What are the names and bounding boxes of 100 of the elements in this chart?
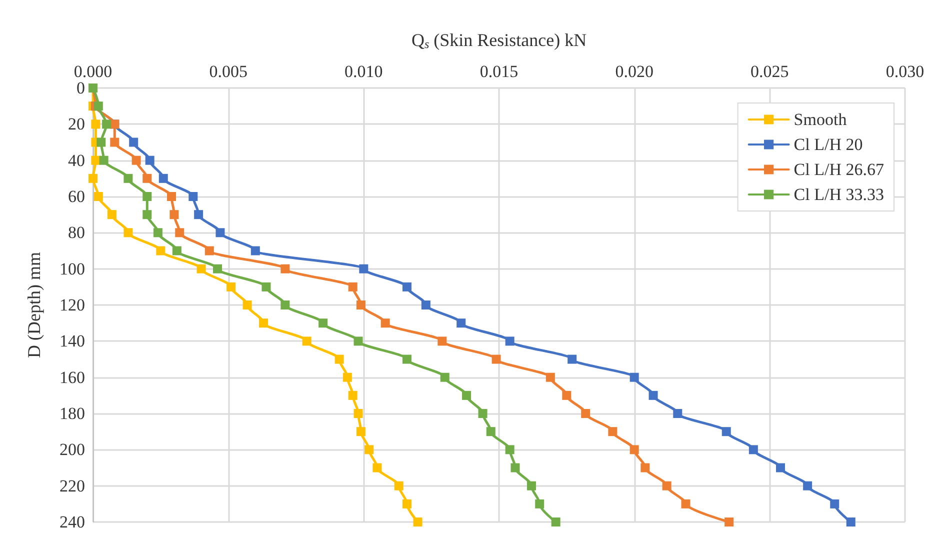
legend-label: Cl L/H 33.33 xyxy=(794,185,884,204)
point xyxy=(91,156,100,165)
point xyxy=(348,390,358,400)
point xyxy=(421,300,430,310)
y-axis-title: D (Depth) mm xyxy=(24,252,44,358)
point xyxy=(630,445,639,454)
point xyxy=(250,246,260,256)
x-tick-label: 0.000 xyxy=(74,62,112,81)
point xyxy=(673,409,682,418)
y-tick-label: 140 xyxy=(60,332,85,351)
point xyxy=(91,120,100,129)
point xyxy=(568,354,577,364)
point xyxy=(172,246,182,256)
point xyxy=(88,174,98,183)
point xyxy=(145,156,154,165)
point xyxy=(280,264,290,274)
point xyxy=(318,318,328,328)
y-tick-label: 40 xyxy=(68,150,85,170)
point xyxy=(170,210,179,220)
y-tick-label: 0 xyxy=(76,78,85,98)
point xyxy=(354,336,363,346)
point xyxy=(107,210,116,220)
y-tick-label: 20 xyxy=(68,114,85,134)
y-tick-label: 80 xyxy=(68,223,85,242)
point xyxy=(94,192,103,201)
point xyxy=(846,518,856,526)
point xyxy=(380,318,390,328)
y-tick-label: 160 xyxy=(60,368,85,387)
point xyxy=(456,318,466,328)
point xyxy=(99,156,108,165)
point xyxy=(356,300,366,310)
point xyxy=(262,282,271,292)
point xyxy=(156,246,166,256)
point xyxy=(94,102,103,111)
point xyxy=(213,264,222,274)
point xyxy=(413,518,422,526)
point xyxy=(803,481,812,490)
point xyxy=(505,336,514,346)
point xyxy=(486,427,496,436)
point xyxy=(492,354,501,364)
point xyxy=(478,409,488,418)
point xyxy=(359,264,368,274)
point xyxy=(334,354,344,364)
point xyxy=(142,210,152,220)
point xyxy=(372,463,382,472)
point xyxy=(259,318,268,328)
x-tick-label: 0.015 xyxy=(480,62,518,81)
point xyxy=(142,174,152,183)
point xyxy=(510,463,520,472)
point xyxy=(402,354,412,364)
point xyxy=(302,336,312,346)
point xyxy=(158,174,168,183)
point xyxy=(110,138,120,147)
legend-label: Smooth xyxy=(794,110,848,129)
point xyxy=(242,300,252,310)
point xyxy=(630,372,639,382)
point xyxy=(722,427,731,436)
point xyxy=(194,210,204,220)
point xyxy=(440,372,450,382)
legend-label: Cl L/H 20 xyxy=(794,135,863,154)
y-tick-label: 60 xyxy=(68,187,85,206)
x-tick-label: 0.010 xyxy=(344,62,383,81)
y-tick-label: 200 xyxy=(60,440,85,460)
point xyxy=(438,336,447,346)
point xyxy=(505,445,514,454)
x-tick-label: 0.030 xyxy=(886,62,924,81)
point xyxy=(188,192,198,201)
point xyxy=(462,390,472,400)
point xyxy=(124,228,133,238)
point xyxy=(535,499,544,508)
x-tick-label: 0.025 xyxy=(750,62,789,81)
point xyxy=(526,481,536,490)
point xyxy=(216,228,225,238)
point xyxy=(280,300,290,310)
point xyxy=(402,282,412,292)
point xyxy=(342,372,352,382)
legend-label: Cl L/H 26.67 xyxy=(794,160,884,179)
point xyxy=(166,192,176,201)
point xyxy=(648,390,658,400)
point xyxy=(562,390,572,400)
point xyxy=(354,409,363,418)
point xyxy=(640,463,650,472)
point xyxy=(662,481,672,490)
point xyxy=(132,156,141,165)
point xyxy=(364,445,374,454)
point xyxy=(348,282,358,292)
y-tick-label: 120 xyxy=(60,296,85,314)
point xyxy=(748,445,758,454)
point xyxy=(142,192,152,201)
point xyxy=(402,499,412,508)
y-tick-label: 220 xyxy=(60,476,85,496)
point xyxy=(776,463,785,472)
point xyxy=(724,518,734,526)
point xyxy=(124,174,133,183)
point xyxy=(681,499,690,508)
point xyxy=(175,228,184,238)
point xyxy=(356,427,366,436)
point xyxy=(830,499,840,508)
point xyxy=(129,138,138,147)
point xyxy=(96,138,106,147)
